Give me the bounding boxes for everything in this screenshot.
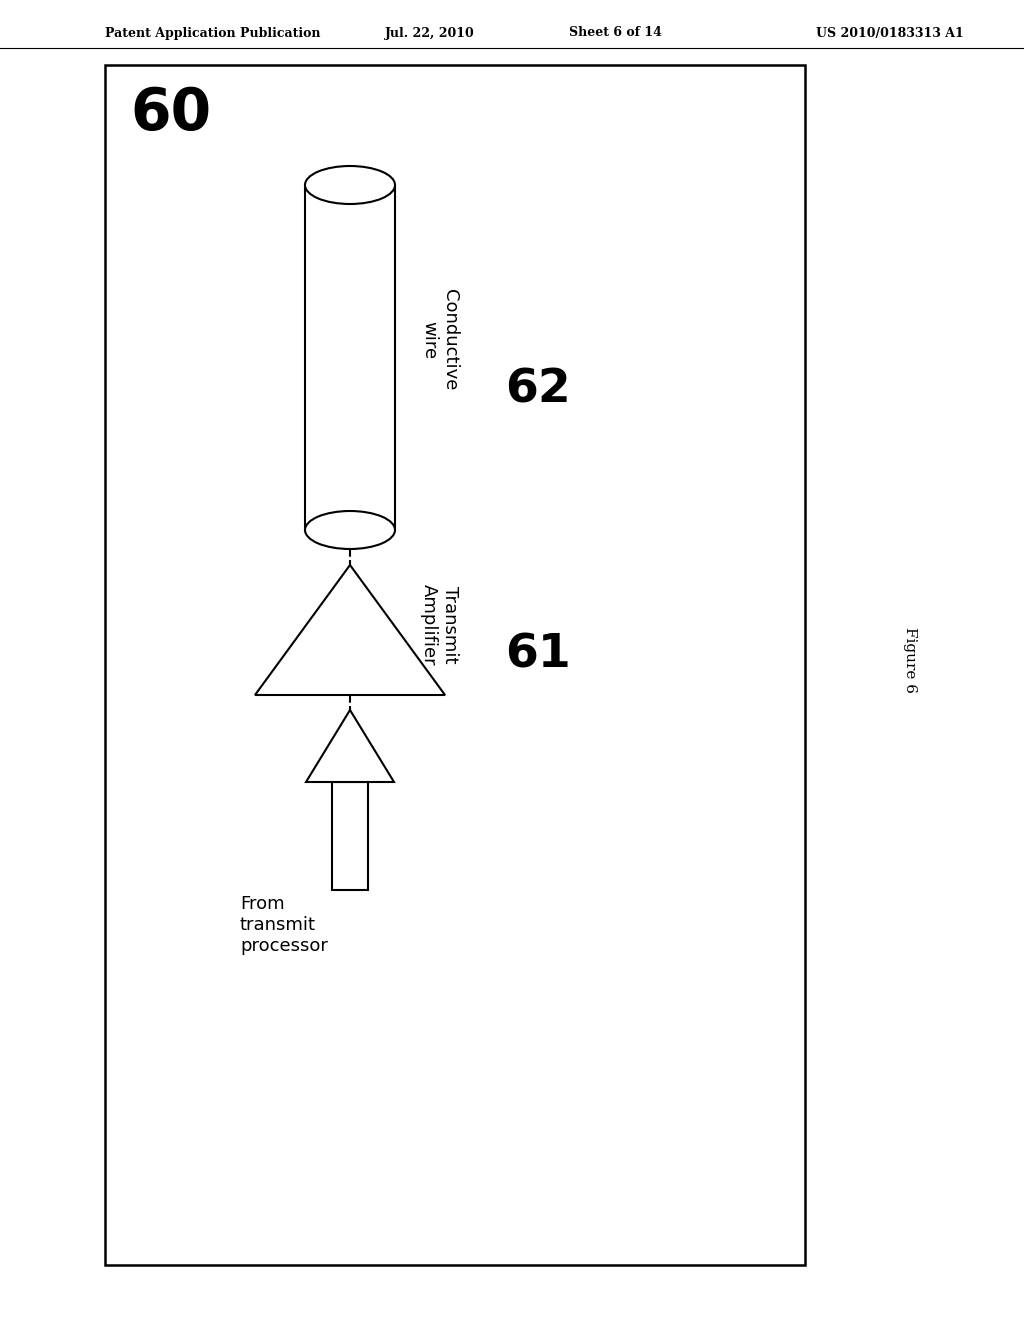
Text: Conductive
wire: Conductive wire bbox=[420, 289, 459, 391]
Ellipse shape bbox=[305, 511, 395, 549]
Text: 61: 61 bbox=[505, 632, 570, 677]
Polygon shape bbox=[255, 565, 445, 696]
Text: From
transmit
processor: From transmit processor bbox=[240, 895, 328, 954]
Bar bbox=[332, 781, 368, 890]
Text: Figure 6: Figure 6 bbox=[903, 627, 918, 693]
Polygon shape bbox=[306, 710, 394, 781]
Text: 62: 62 bbox=[505, 367, 570, 412]
Ellipse shape bbox=[305, 166, 395, 205]
Text: Jul. 22, 2010: Jul. 22, 2010 bbox=[385, 26, 475, 40]
Text: US 2010/0183313 A1: US 2010/0183313 A1 bbox=[816, 26, 964, 40]
Bar bbox=[105, 65, 805, 1265]
Text: Sheet 6 of 14: Sheet 6 of 14 bbox=[568, 26, 662, 40]
Text: Patent Application Publication: Patent Application Publication bbox=[105, 26, 321, 40]
Bar bbox=[305, 185, 395, 531]
Text: 60: 60 bbox=[130, 84, 211, 143]
Text: Transmit
Amplifier: Transmit Amplifier bbox=[420, 585, 459, 665]
